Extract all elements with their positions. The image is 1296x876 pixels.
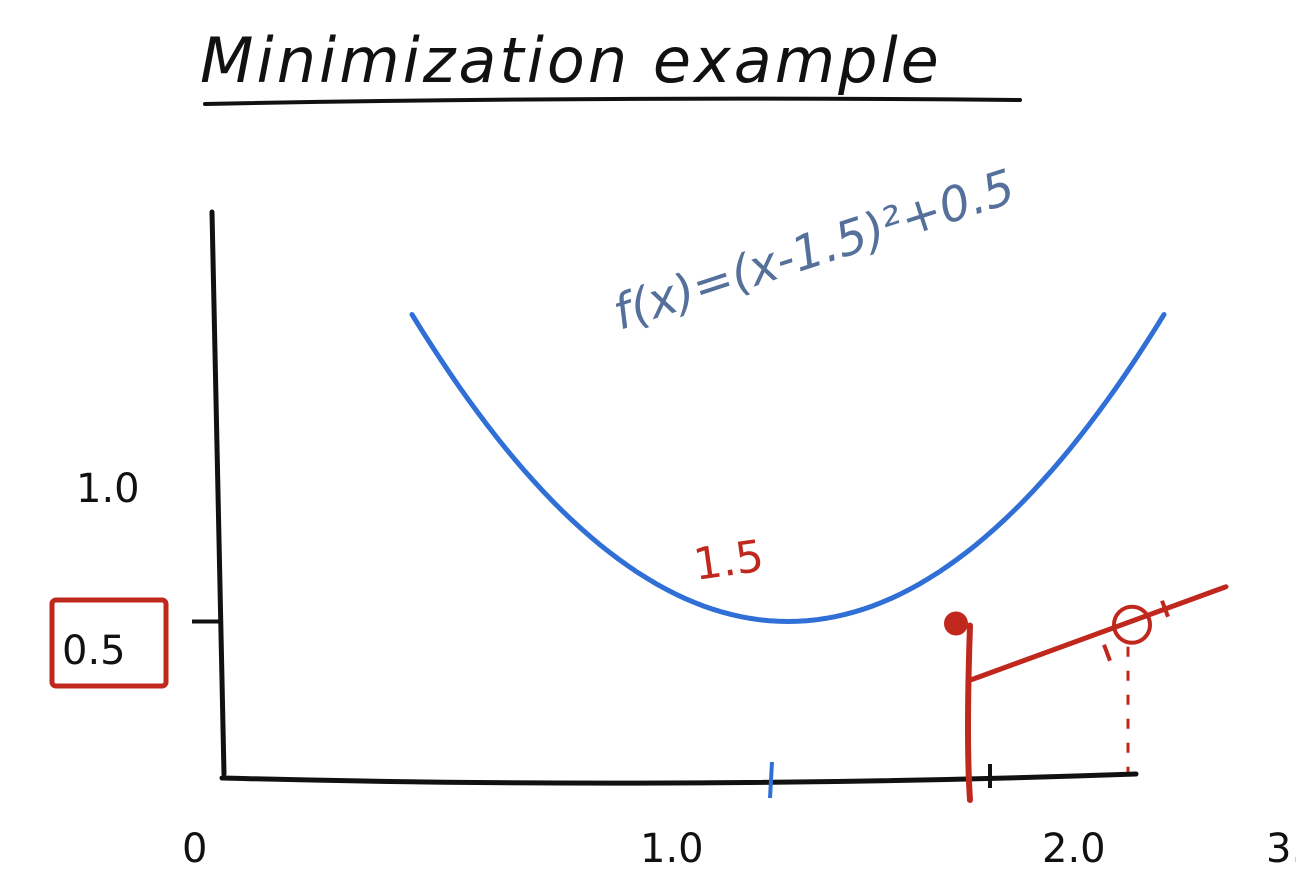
chart-title: Minimization example [200,24,942,97]
series-curve [409,312,1167,625]
min-vertical-line [965,622,973,803]
x-tick-label: 0 [182,826,207,872]
tangent-line [969,584,1229,682]
min-point-marker [944,611,968,636]
tangent-tick-a [1102,644,1112,662]
x-tick-label: 1.0 [640,826,704,872]
title-underline [203,96,1022,106]
axis-tick-labels: 0 1.0 2.0 3.0 1.0 0.5 [62,466,1296,872]
y-tick-label: 0.5 [62,628,126,674]
annotations [944,584,1229,803]
y-tick-label: 1.0 [76,466,140,512]
y-axis [209,209,227,777]
formula-label: f(x)=(x-1.5)²+0.5 [606,159,1021,342]
tangent-tick-b [1160,600,1170,618]
x-tick-min [768,761,774,799]
min-x-label: 1.5 [690,531,766,591]
x-tick-label: 2.0 [1042,826,1106,872]
x-axis [219,771,1139,786]
x-tick-label: 3.0 [1266,826,1296,872]
highlighted-y-box [49,597,169,689]
axis-ticks [192,619,992,799]
probe-point-marker [1112,604,1152,645]
